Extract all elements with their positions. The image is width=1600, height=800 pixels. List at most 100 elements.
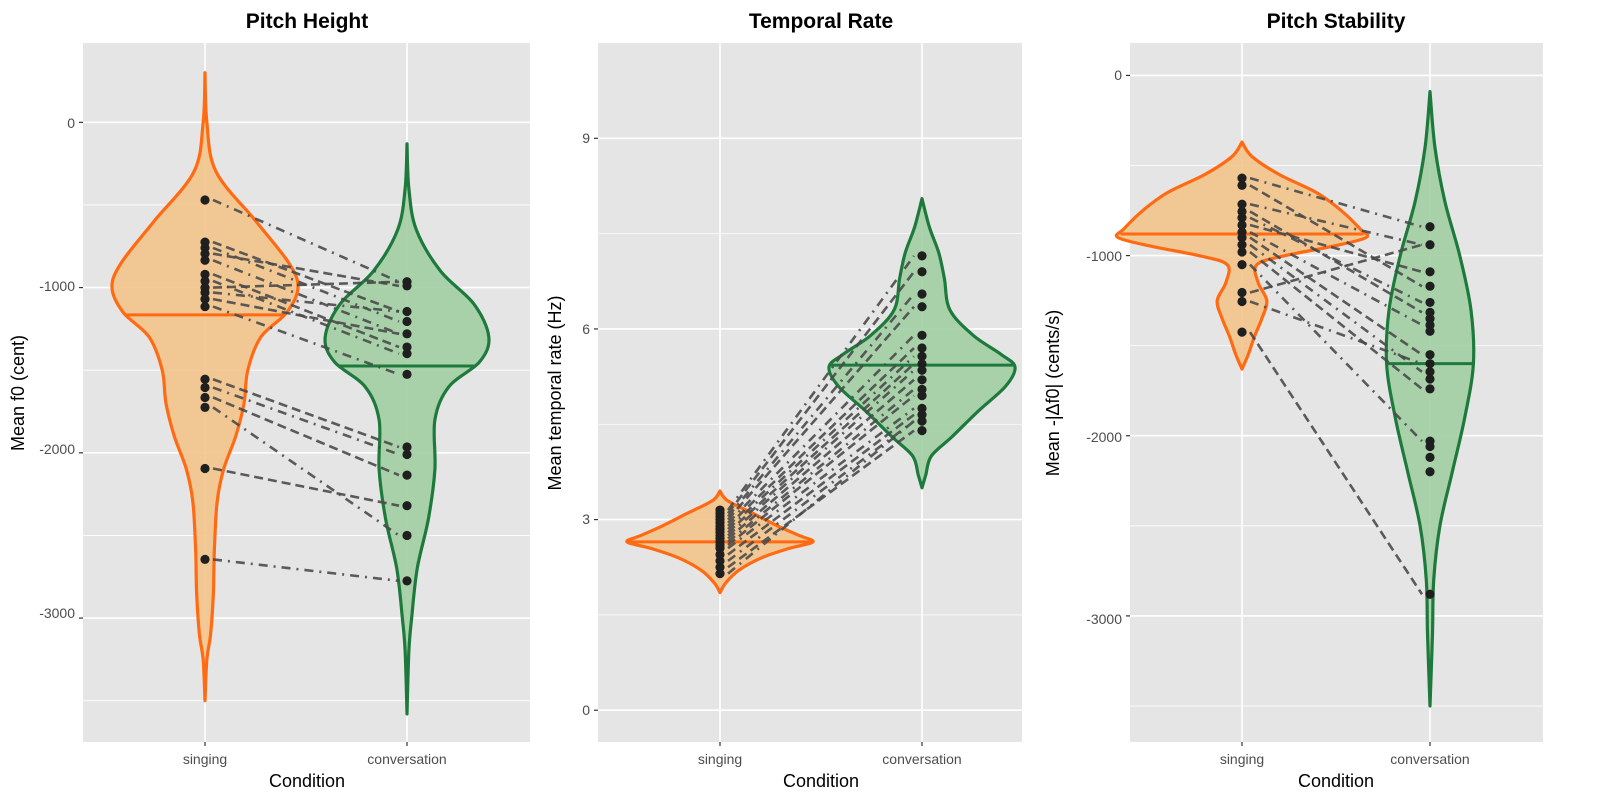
data-point-conversation: [917, 251, 927, 261]
y-axis-label: Mean f0 (cent): [8, 335, 28, 451]
data-point-conversation: [1425, 240, 1435, 250]
panel-background: [1130, 43, 1543, 742]
y-tick-label: 0: [1114, 67, 1122, 83]
data-point-singing: [200, 269, 210, 279]
data-point-conversation: [1425, 441, 1435, 452]
paired-line: [1248, 331, 1424, 595]
data-point-singing: [715, 549, 725, 560]
y-tick-label: -1000: [39, 278, 75, 294]
paired-line: [1249, 223, 1423, 274]
paired-line: [1249, 300, 1423, 365]
data-point-singing: [1237, 232, 1247, 243]
data-point-conversation: [1425, 307, 1435, 317]
data-point-conversation: [917, 359, 927, 369]
data-point-conversation: [1425, 467, 1435, 477]
x-axis-label: Condition: [1298, 771, 1374, 791]
data-point-singing: [200, 402, 210, 412]
y-axis-label: Mean -|Δf0| (cents/s): [1043, 310, 1063, 476]
data-point-singing: [715, 556, 725, 566]
paired-line: [727, 378, 915, 540]
data-point-conversation: [402, 306, 412, 317]
data-point-singing: [1237, 259, 1247, 270]
y-tick-label: -2000: [39, 441, 75, 457]
data-point-conversation: [402, 329, 412, 339]
data-point-singing: [1237, 240, 1247, 250]
panel-temporal-rate: Temporal Rate Condition Mean temporal ra…: [545, 10, 1022, 791]
paired-line: [1249, 250, 1423, 390]
paired-line: [212, 297, 400, 336]
data-point-conversation: [917, 410, 927, 420]
data-point-conversation: [402, 449, 412, 460]
data-point-conversation: [1425, 314, 1435, 324]
data-point-conversation: [917, 375, 927, 385]
data-point-conversation: [402, 442, 412, 452]
paired-line: [727, 355, 915, 531]
x-tick-label: conversation: [882, 751, 961, 767]
violin-conversation: [323, 142, 491, 716]
paired-line: [726, 255, 916, 511]
paired-line: [1249, 210, 1423, 314]
data-point-singing: [200, 294, 210, 304]
data-point-conversation: [402, 470, 412, 480]
x-axis-label: Condition: [269, 771, 345, 791]
data-point-conversation: [1425, 350, 1435, 360]
paired-line: [212, 467, 400, 507]
paired-line: [727, 420, 915, 562]
data-point-singing: [1237, 220, 1247, 230]
data-point-conversation: [402, 369, 412, 379]
paired-line: [212, 291, 400, 313]
data-point-singing: [200, 195, 210, 205]
data-point-conversation: [1425, 320, 1435, 330]
data-point-singing: [200, 301, 210, 312]
data-point-singing: [1237, 199, 1247, 209]
panel-pitch-height: Pitch Height Condition Mean f0 (cent) si…: [8, 10, 530, 791]
data-point-singing: [1237, 180, 1247, 190]
data-point-conversation: [402, 576, 412, 586]
paired-line: [212, 305, 400, 376]
y-tick-label: -3000: [39, 605, 75, 621]
paired-line: [727, 369, 915, 537]
data-point-conversation: [917, 289, 927, 299]
x-tick-label: conversation: [367, 751, 446, 767]
paired-line: [727, 413, 915, 556]
data-point-singing: [200, 463, 210, 474]
data-point-conversation: [917, 391, 927, 401]
data-point-singing: [1237, 327, 1247, 337]
data-point-singing: [715, 562, 725, 572]
x-tick-label: singing: [183, 751, 227, 767]
data-point-conversation: [402, 530, 412, 541]
x-tick-label: conversation: [1390, 751, 1469, 767]
data-point-conversation: [917, 267, 927, 277]
panel-background: [83, 43, 530, 742]
paired-line: [727, 420, 915, 575]
data-point-conversation: [402, 342, 412, 352]
x-axis-label: Condition: [783, 771, 859, 791]
panel-title: Temporal Rate: [749, 10, 893, 33]
paired-line: [212, 280, 400, 289]
data-point-singing: [715, 569, 725, 579]
y-tick-label: 0: [582, 702, 590, 718]
paired-line: [212, 240, 400, 313]
paired-line: [212, 386, 400, 456]
violin-conversation: [827, 197, 1017, 490]
paired-line: [726, 270, 916, 515]
data-point-conversation: [917, 384, 927, 394]
y-tick-label: 9: [582, 130, 590, 146]
data-point-singing: [1237, 296, 1247, 307]
data-point-singing: [1237, 213, 1247, 223]
data-point-conversation: [402, 281, 412, 291]
paired-line: [727, 388, 915, 543]
y-axis-label: Mean temporal rate (Hz): [545, 295, 565, 490]
y-tick-label: 3: [582, 511, 590, 527]
paired-line: [212, 279, 400, 355]
paired-line: [1249, 231, 1423, 327]
data-point-conversation: [1425, 384, 1435, 394]
data-point-singing: [200, 382, 210, 393]
data-point-conversation: [917, 426, 927, 436]
x-tick-label: singing: [698, 751, 742, 767]
paired-line: [212, 198, 400, 283]
data-point-singing: [200, 392, 210, 403]
panel-title: Pitch Height: [246, 10, 369, 33]
paired-line: [212, 246, 400, 323]
